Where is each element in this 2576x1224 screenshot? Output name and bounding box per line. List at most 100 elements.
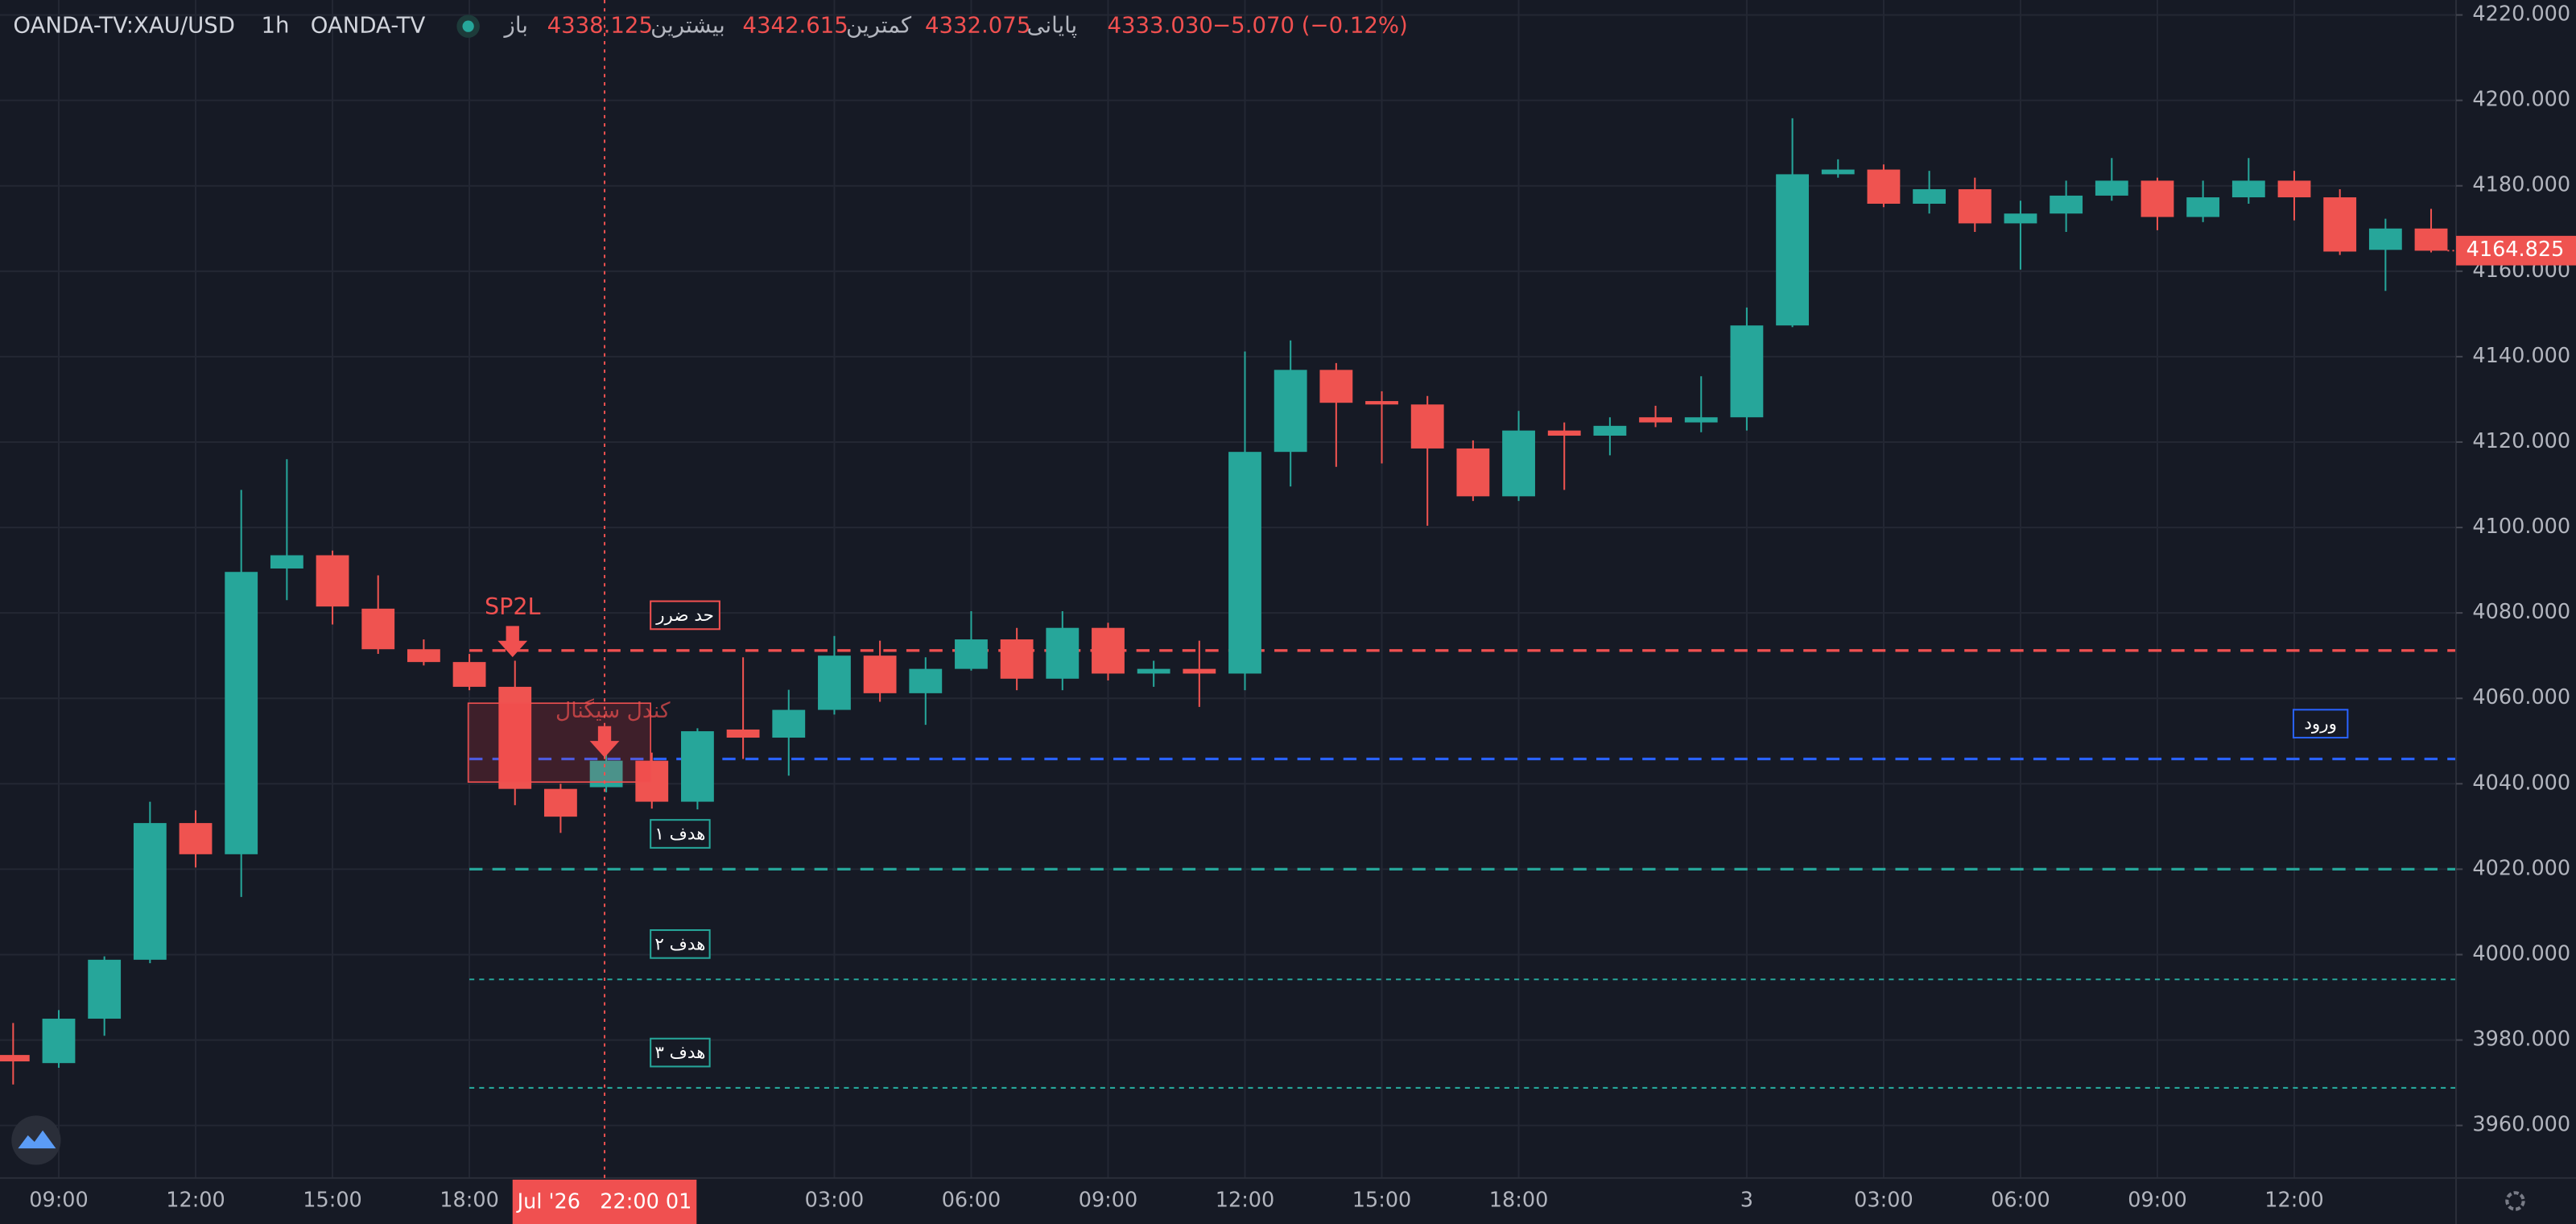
candle-body (452, 662, 486, 687)
change-value: −5.070 (−0.12%) (1212, 13, 1408, 39)
candle-body (681, 731, 714, 802)
candle-body (1502, 430, 1535, 497)
y-tick-label: 4220.000 (2472, 2, 2570, 27)
y-tick-label: 4000.000 (2472, 941, 2570, 966)
candle-body (1319, 370, 1353, 403)
close-label: پایانی (1027, 13, 1078, 39)
x-tick-label: 03:00 (1854, 1188, 1913, 1212)
candle-body (818, 655, 851, 710)
candle-body (2140, 180, 2174, 217)
y-tick-label: 4080.000 (2472, 600, 2570, 624)
candle-body (42, 1019, 76, 1064)
candle-body (1456, 448, 1490, 497)
x-tick-label: 12:00 (166, 1188, 225, 1212)
y-tick-label: 4020.000 (2472, 856, 2570, 880)
symbol: OANDA-TV:XAU/USD (13, 13, 235, 39)
candle-body (2231, 180, 2265, 198)
candle-body (316, 555, 349, 607)
y-tick-label: 4100.000 (2472, 515, 2570, 539)
candle-body (544, 788, 577, 817)
level-label: هدف ۲ (654, 934, 705, 954)
x-tick-label: 12:00 (2264, 1188, 2324, 1212)
level-label-box (650, 819, 711, 849)
y-tick-label: 4180.000 (2472, 173, 2570, 197)
x-tick-label: 06:00 (942, 1188, 1001, 1212)
x-tick-label: 09:00 (2128, 1188, 2187, 1212)
candle-body (133, 823, 167, 960)
candle-body (361, 608, 395, 650)
high-label: بیشترین (650, 13, 725, 39)
level-label: حد ضرر (655, 606, 714, 626)
x-tick-label: 15:00 (303, 1188, 362, 1212)
x-tick-label: 3 (1740, 1188, 1753, 1212)
candle-body (0, 1055, 30, 1062)
candle-body (1274, 370, 1307, 453)
candle-body (1776, 174, 1809, 326)
candle-body (1593, 425, 1627, 436)
last-price-label: 4164.825 (2467, 238, 2565, 262)
candle-body (1046, 627, 1080, 679)
candle-body (2277, 180, 2311, 198)
open-label: باز (503, 13, 528, 39)
candle-body (1183, 668, 1216, 674)
y-tick-label: 4200.000 (2472, 88, 2570, 112)
x-tick-label: 06:00 (1991, 1188, 2050, 1212)
candle-body (1821, 169, 1855, 175)
candle-body (2004, 213, 2037, 224)
settings-icon[interactable] (2505, 1191, 2525, 1211)
signal-zone (467, 702, 651, 783)
close-value: 4333.030 (1108, 13, 1213, 39)
candle-body (270, 555, 303, 569)
candle-body (1228, 452, 1261, 674)
low-label: کمترین (846, 13, 912, 39)
signal-candle-label: کندل سیگنال (555, 698, 671, 723)
x-tick-label: 12:00 (1216, 1188, 1275, 1212)
y-tick-label: 4140.000 (2472, 344, 2570, 368)
candle-body (726, 729, 760, 738)
source: OANDA-TV (311, 13, 426, 39)
low-value: 4332.075 (925, 13, 1030, 39)
candle-body (1684, 417, 1718, 423)
x-tick-label: 09:00 (29, 1188, 89, 1212)
candle-body (589, 760, 623, 788)
candle-body (2368, 228, 2402, 250)
cursor-label: Jul '26 22:00 01 (516, 1189, 692, 1214)
level-label: ورود (2304, 714, 2337, 734)
high-value: 4342.615 (742, 13, 848, 39)
logo-icon (18, 1130, 56, 1149)
candle-body (2095, 180, 2128, 196)
x-tick-label: 03:00 (805, 1188, 865, 1212)
candle-body (955, 639, 988, 669)
x-tick-label: 09:00 (1079, 1188, 1138, 1212)
status-dot (462, 20, 474, 32)
candle-body (1137, 668, 1170, 674)
x-tick-label: 15:00 (1352, 1188, 1412, 1212)
candle-body (2186, 197, 2220, 217)
level-label-box (650, 929, 711, 959)
level-label-box (650, 1037, 711, 1068)
y-tick-label: 3960.000 (2472, 1113, 2570, 1137)
x-tick-label: 18:00 (1489, 1188, 1549, 1212)
level-label: هدف ۱ (654, 825, 705, 845)
last-price-bg (2456, 235, 2576, 266)
cursor-label-bg (512, 1179, 697, 1224)
candle-body (909, 668, 943, 693)
candle-body (179, 823, 213, 854)
candle-body (1958, 188, 1992, 224)
interval: 1h (261, 13, 289, 39)
level-label-box (650, 600, 720, 631)
candle-body (635, 760, 669, 802)
candle-body (1730, 325, 1764, 418)
y-tick-label: 3980.000 (2472, 1028, 2570, 1052)
open-value: 4338.125 (547, 13, 653, 39)
candle-body (1913, 188, 1946, 205)
candle-body (88, 959, 122, 1019)
legend-header: OANDA-TV:XAU/USD 1h OANDA-TV باز 4338.12… (13, 13, 1407, 39)
candle-body (2414, 228, 2448, 251)
signal-arrow (497, 626, 528, 658)
y-tick-label: 4120.000 (2472, 429, 2570, 453)
y-tick-label: 4040.000 (2472, 771, 2570, 795)
candle-body (2050, 195, 2083, 214)
candle-body (407, 649, 440, 663)
